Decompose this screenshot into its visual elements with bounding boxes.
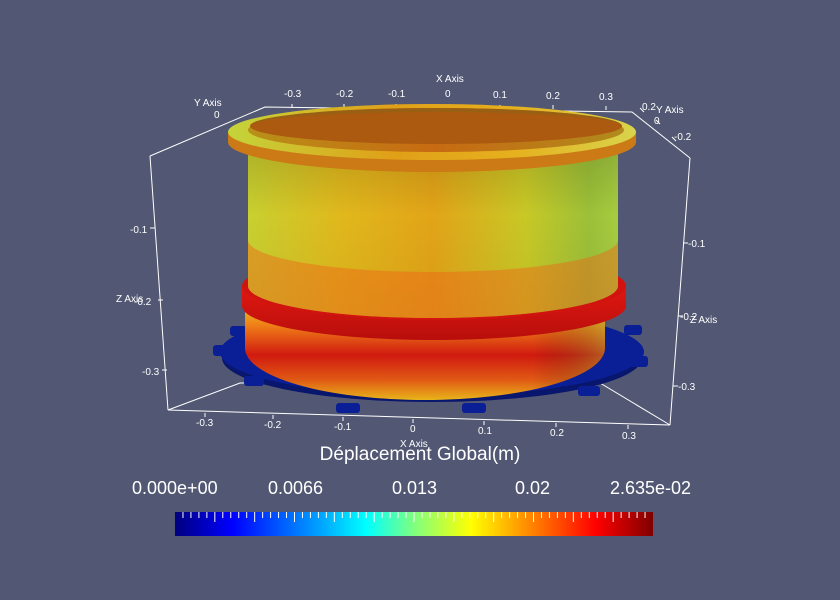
x-tick-bottom: 0 xyxy=(410,424,416,435)
color-legend[interactable]: Déplacement Global(m) 0.000e+00 0.0066 0… xyxy=(110,444,730,544)
z-tick-right: -0.2 xyxy=(680,312,698,323)
color-legend-label: 0.013 xyxy=(392,478,438,498)
z-tick-left: -0.2 xyxy=(134,297,152,308)
upper-shell xyxy=(248,145,618,318)
x-tick-top: 0.1 xyxy=(493,90,507,101)
z-tick-right: -0.3 xyxy=(678,382,696,393)
color-legend-title: Déplacement Global(m) xyxy=(319,444,521,465)
x-tick-top: -0.1 xyxy=(388,89,406,100)
axes-grid-box xyxy=(149,104,691,429)
x-tick-bottom: -0.2 xyxy=(264,420,282,431)
x-tick-bottom: -0.1 xyxy=(334,422,352,433)
color-legend-label: 2.635e-02 xyxy=(610,478,692,498)
z-axis-title-left: Z Axis xyxy=(116,294,143,305)
y-axis-title-right: Y Axis xyxy=(656,105,684,116)
color-legend-label: 0.000e+00 xyxy=(132,478,218,498)
x-tick-top: 0 xyxy=(445,89,451,100)
y-tick-right: 0.2 xyxy=(642,102,656,113)
x-tick-top: 0.2 xyxy=(546,91,560,102)
y-tick-right: -0.2 xyxy=(674,132,692,143)
top-rim xyxy=(228,104,636,172)
x-tick-bottom: 0.2 xyxy=(550,428,564,439)
axis-labels: X Axis X Axis Y Axis Y Axis Z Axis Z Axi… xyxy=(116,74,717,450)
x-tick-bottom: 0.1 xyxy=(478,426,492,437)
x-tick-top: 0.3 xyxy=(599,92,613,103)
y-tick-right: 0 xyxy=(654,116,660,127)
z-tick-right: -0.1 xyxy=(688,239,706,250)
color-legend-label: 0.02 xyxy=(515,478,551,498)
y-axis-title-left: Y Axis xyxy=(194,98,222,109)
x-tick-top: -0.2 xyxy=(336,89,354,100)
x-tick-top: -0.3 xyxy=(284,89,302,100)
x-tick-bottom: -0.3 xyxy=(196,418,214,429)
z-tick-left: -0.3 xyxy=(142,367,160,378)
color-legend-label: 0.0066 xyxy=(268,478,324,498)
z-axis-title-right: Z Axis xyxy=(690,315,717,326)
y-tick-left: 0 xyxy=(214,110,220,121)
color-legend-bar xyxy=(175,512,653,536)
x-axis-title-bottom: X Axis xyxy=(400,439,428,450)
x-axis-title-top: X Axis xyxy=(436,74,464,85)
x-tick-bottom: 0.3 xyxy=(622,431,636,442)
z-tick-left: -0.1 xyxy=(130,225,148,236)
